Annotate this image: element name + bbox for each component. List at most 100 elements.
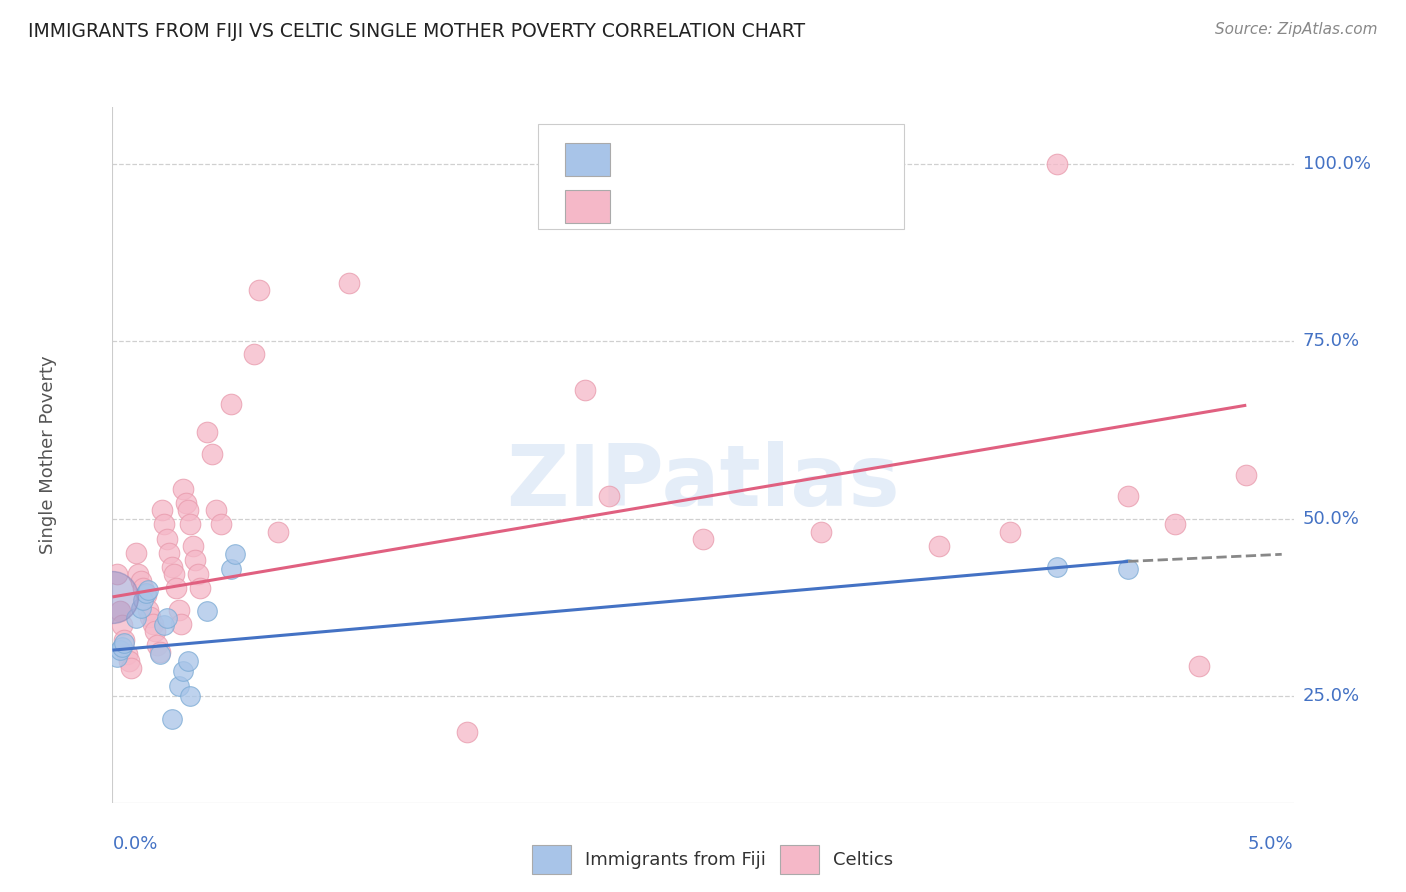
Point [167,603,190,617]
Point [810,524,832,539]
Text: N =: N = [766,196,831,217]
Point [132,593,155,607]
Text: 0.332: 0.332 [696,149,766,169]
Text: ZIPatlas: ZIPatlas [506,442,900,524]
Point [456,724,478,739]
Point [172,482,194,496]
Point [129,600,152,615]
Point [101,590,124,604]
Point [181,539,204,553]
Point [219,561,242,575]
Point [150,503,173,517]
Point [267,524,290,539]
Point [135,589,157,603]
Text: R =: R = [631,196,679,217]
Point [149,645,172,659]
Point [120,661,142,675]
Point [186,567,208,582]
Point [167,679,190,693]
Text: 5.0%: 5.0% [1249,835,1294,853]
Point [142,616,165,631]
Point [247,283,270,297]
Point [209,517,232,532]
Point [172,665,194,679]
Point [108,643,131,657]
Text: Immigrants from Fiji: Immigrants from Fiji [585,851,766,869]
Point [125,611,148,625]
Text: 56: 56 [849,196,880,217]
Point [105,650,128,665]
Point [195,604,218,618]
Point [105,567,128,582]
Point [111,618,134,632]
Point [177,503,200,517]
Text: N =: N = [766,149,831,169]
Point [136,582,159,597]
Text: 0.402: 0.402 [696,196,766,217]
Point [1234,467,1257,482]
Point [146,638,169,652]
Text: Single Mother Poverty: Single Mother Poverty [38,356,56,554]
Point [1046,560,1069,574]
Point [108,604,131,618]
Point [127,567,149,582]
Point [928,539,950,553]
Point [337,276,360,290]
Point [177,654,200,668]
Point [1116,561,1139,575]
Text: IMMIGRANTS FROM FIJI VS CELTIC SINGLE MOTHER POVERTY CORRELATION CHART: IMMIGRANTS FROM FIJI VS CELTIC SINGLE MO… [28,22,806,41]
Point [1188,659,1211,673]
Point [195,425,218,440]
Point [165,582,187,596]
Text: 0.0%: 0.0% [112,835,157,853]
Point [163,567,186,582]
Point [998,524,1021,539]
FancyBboxPatch shape [531,846,571,874]
Point [153,618,176,632]
Point [143,624,166,638]
Point [224,547,246,561]
Point [132,582,155,596]
Point [188,582,211,596]
Point [1116,489,1139,503]
Point [179,690,201,704]
Point [243,347,266,361]
Text: Source: ZipAtlas.com: Source: ZipAtlas.com [1215,22,1378,37]
Point [157,546,180,560]
Point [160,712,183,726]
FancyBboxPatch shape [565,143,610,176]
Point [201,446,224,460]
Point [118,654,141,668]
Point [136,603,159,617]
Point [174,496,197,510]
Point [112,632,135,647]
Text: 25.0%: 25.0% [1303,688,1360,706]
Point [1046,157,1069,171]
FancyBboxPatch shape [565,190,610,223]
Point [219,397,242,411]
Text: 22: 22 [849,149,880,169]
Point [135,586,157,600]
Point [598,489,620,503]
Text: 50.0%: 50.0% [1303,510,1360,528]
Point [112,636,135,650]
Point [179,517,201,532]
Point [125,546,148,560]
Point [160,560,183,574]
Text: Celtics: Celtics [832,851,893,869]
Point [170,616,193,631]
Point [111,640,134,654]
Point [139,609,162,624]
Point [184,553,207,567]
Point [115,647,138,661]
FancyBboxPatch shape [537,124,904,229]
Point [129,574,152,589]
Point [149,647,172,661]
Text: 75.0%: 75.0% [1303,333,1360,351]
Text: 100.0%: 100.0% [1303,155,1371,173]
FancyBboxPatch shape [780,846,818,874]
Point [205,503,228,517]
Text: R =: R = [631,149,679,169]
Point [692,532,714,546]
Point [156,532,179,546]
